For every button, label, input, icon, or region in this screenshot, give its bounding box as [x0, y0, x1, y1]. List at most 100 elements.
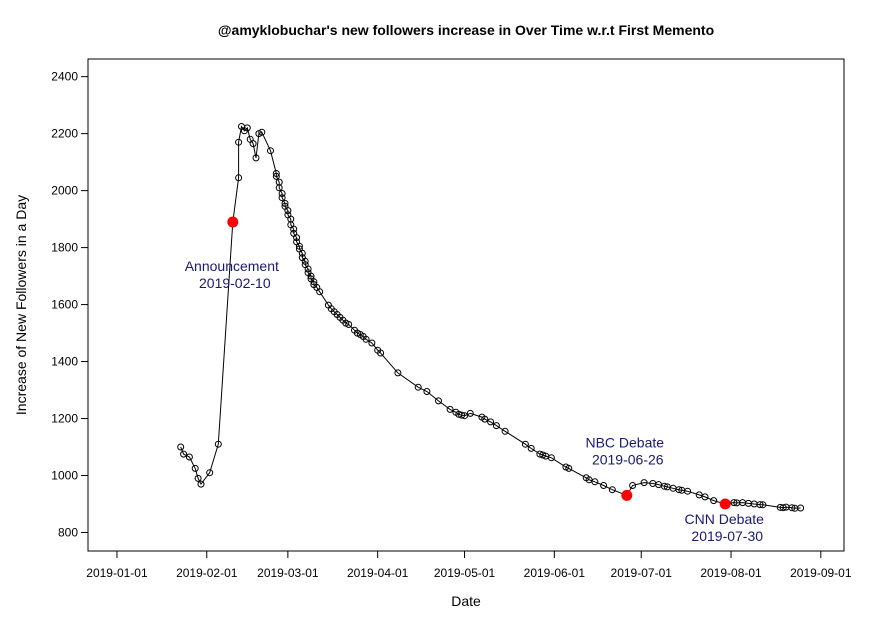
data-point [521, 440, 529, 448]
data-point [252, 154, 260, 162]
data-point [446, 405, 454, 413]
data-point [307, 272, 315, 280]
data-point [458, 411, 466, 419]
data-point [461, 412, 469, 420]
event-label-title: NBC Debate [585, 434, 664, 450]
data-series [177, 123, 805, 512]
data-point [304, 265, 312, 273]
data-point [788, 504, 796, 512]
y-tick-label: 1200 [51, 412, 78, 426]
x-axis: 2019-01-01 2019-02-01 2019-03-01 2019-04-01… [86, 550, 852, 580]
data-point [191, 464, 199, 472]
data-point [301, 257, 309, 265]
data-point [730, 499, 738, 507]
x-tick-label: 2019-08-01 [700, 566, 762, 580]
y-tick-label: 1000 [51, 469, 78, 483]
x-tick-label: 2019-02-01 [176, 566, 238, 580]
y-tick-label: 800 [58, 525, 78, 539]
chart-title: @amyklobuchar's new followers increase i… [218, 22, 714, 38]
y-axis: 800 1000 1200 1400 1600 1800 2000 2200 2400 [51, 70, 89, 539]
x-tick-label: 2019-06-01 [524, 566, 586, 580]
data-point [640, 479, 648, 487]
data-point [243, 124, 251, 132]
data-point [295, 242, 303, 250]
data-point [235, 138, 243, 146]
data-point [368, 339, 376, 347]
data-point [394, 369, 402, 377]
data-point [492, 422, 500, 430]
data-point [272, 170, 280, 177]
data-point [284, 207, 292, 215]
data-point [675, 486, 683, 494]
y-tick-label: 2400 [51, 70, 78, 84]
x-tick-label: 2019-07-01 [611, 566, 673, 580]
data-point [298, 249, 306, 257]
data-point [759, 501, 767, 509]
data-point [547, 454, 555, 462]
plot-frame [87, 58, 845, 552]
event-label-date: 2019-06-26 [592, 451, 664, 467]
x-axis-label: Date [451, 593, 481, 609]
data-point [608, 486, 616, 494]
event-label-date: 2019-07-30 [691, 528, 763, 544]
data-point [180, 450, 188, 458]
data-point [435, 397, 442, 405]
x-tick-label: 2019-03-01 [257, 566, 319, 580]
y-tick-label: 1600 [51, 298, 78, 312]
event-highlights [227, 216, 731, 510]
data-point [249, 140, 257, 148]
data-point [310, 278, 318, 286]
data-point [235, 174, 243, 182]
data-point [600, 482, 608, 489]
data-point [701, 493, 709, 501]
event-label-title: Announcement [185, 258, 279, 274]
event-label-date: 2019-02-10 [199, 275, 271, 291]
data-point [527, 444, 535, 452]
data-point [177, 443, 185, 451]
event-marker [719, 498, 731, 510]
x-tick-label: 2019-05-01 [434, 566, 496, 580]
data-point [281, 199, 289, 207]
data-point [377, 349, 385, 357]
data-point [423, 388, 431, 395]
event-marker [621, 489, 633, 501]
data-point [316, 288, 324, 296]
data-point [414, 383, 422, 391]
data-point [362, 335, 370, 343]
data-point [565, 464, 573, 472]
data-point [275, 184, 283, 192]
series-line [180, 125, 801, 509]
data-point [481, 415, 489, 423]
x-tick-label: 2019-01-01 [86, 566, 148, 580]
data-point [278, 194, 286, 202]
event-label-title: CNN Debate [685, 511, 765, 527]
data-point [214, 440, 222, 448]
data-point [185, 453, 193, 461]
data-point [756, 501, 764, 509]
data-point [197, 480, 205, 488]
data-point [487, 418, 495, 426]
y-tick-label: 1800 [51, 241, 78, 255]
data-point [267, 147, 274, 155]
data-point [779, 504, 787, 512]
data-point [501, 427, 509, 435]
data-point [258, 128, 266, 136]
x-tick-label: 2019-09-01 [790, 566, 852, 580]
data-point [345, 321, 353, 328]
data-point [206, 469, 214, 477]
data-point [660, 482, 668, 490]
data-point [629, 482, 637, 489]
data-point [272, 172, 280, 180]
data-point [278, 190, 286, 197]
data-point [293, 234, 301, 242]
data-point [684, 487, 692, 495]
y-tick-label: 1400 [51, 355, 78, 369]
data-point [290, 225, 298, 233]
data-point [466, 409, 474, 417]
data-point [710, 497, 718, 505]
y-axis-label: Increase of New Followers in a Day [13, 195, 29, 415]
y-tick-label: 2000 [51, 184, 78, 198]
data-point [591, 478, 599, 486]
